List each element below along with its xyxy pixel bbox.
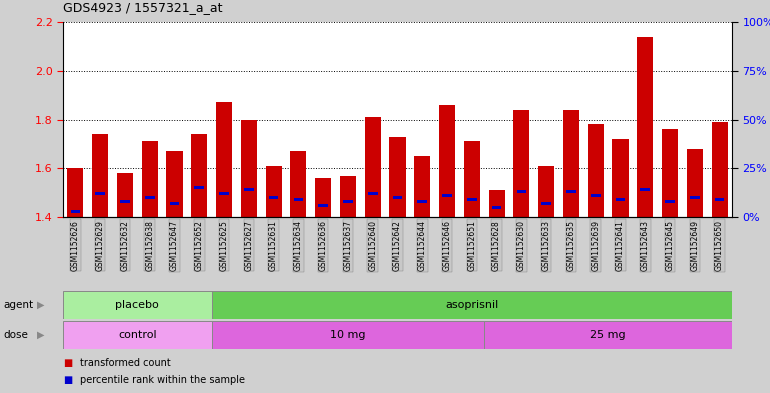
Bar — [612, 139, 628, 217]
Bar — [145, 196, 155, 199]
Bar — [442, 194, 452, 197]
Text: ■: ■ — [63, 358, 72, 368]
Bar — [212, 291, 732, 319]
Bar — [318, 204, 328, 207]
Bar — [492, 206, 501, 209]
Bar — [244, 188, 253, 191]
Bar — [195, 186, 204, 189]
Bar — [711, 122, 728, 217]
Bar — [95, 192, 105, 195]
Bar — [393, 196, 403, 199]
Text: 10 mg: 10 mg — [330, 330, 366, 340]
Bar — [293, 198, 303, 201]
Text: ■: ■ — [63, 375, 72, 386]
Bar — [514, 110, 530, 217]
Bar — [517, 190, 526, 193]
Text: agent: agent — [4, 300, 34, 310]
Bar — [63, 291, 212, 319]
Text: transformed count: transformed count — [80, 358, 171, 368]
Bar — [169, 202, 179, 205]
Bar — [117, 173, 133, 217]
Bar — [368, 192, 377, 195]
Text: GDS4923 / 1557321_a_at: GDS4923 / 1557321_a_at — [63, 1, 223, 14]
Text: ▶: ▶ — [37, 300, 45, 310]
Text: placebo: placebo — [116, 300, 159, 310]
Bar — [142, 141, 158, 217]
Bar — [219, 192, 229, 195]
Bar — [662, 129, 678, 217]
Bar — [541, 202, 551, 205]
Bar — [241, 119, 257, 217]
Text: percentile rank within the sample: percentile rank within the sample — [80, 375, 245, 386]
Text: asoprisnil: asoprisnil — [445, 300, 498, 310]
Bar — [641, 188, 650, 191]
Bar — [638, 37, 653, 217]
Bar — [340, 176, 356, 217]
Text: ▶: ▶ — [37, 330, 45, 340]
Bar — [67, 168, 83, 217]
Bar — [290, 151, 306, 217]
Bar — [191, 134, 207, 217]
Bar — [92, 134, 109, 217]
Bar — [63, 321, 212, 349]
Text: dose: dose — [4, 330, 28, 340]
Bar — [166, 151, 182, 217]
Bar — [484, 321, 732, 349]
Bar — [414, 156, 430, 217]
Bar — [343, 200, 353, 203]
Bar — [563, 110, 579, 217]
Bar — [566, 190, 576, 193]
Bar — [212, 321, 484, 349]
Bar — [216, 103, 232, 217]
Bar — [538, 166, 554, 217]
Bar — [588, 124, 604, 217]
Bar — [120, 200, 130, 203]
Bar — [690, 196, 700, 199]
Bar — [464, 141, 480, 217]
Bar — [269, 196, 279, 199]
Bar — [365, 117, 381, 217]
Bar — [488, 190, 504, 217]
Bar — [71, 210, 80, 213]
Text: 25 mg: 25 mg — [591, 330, 626, 340]
Text: control: control — [118, 330, 156, 340]
Bar — [715, 198, 725, 201]
Bar — [591, 194, 601, 197]
Bar — [390, 136, 406, 217]
Bar — [417, 200, 427, 203]
Bar — [687, 149, 703, 217]
Bar — [665, 200, 675, 203]
Bar — [266, 166, 282, 217]
Bar — [616, 198, 625, 201]
Bar — [439, 105, 455, 217]
Bar — [467, 198, 477, 201]
Bar — [315, 178, 331, 217]
